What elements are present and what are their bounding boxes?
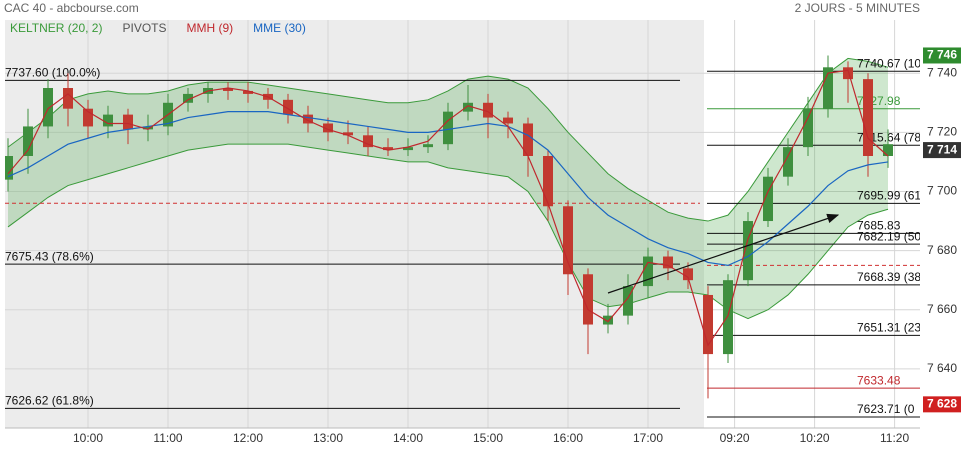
candle-body — [443, 111, 453, 145]
candle-body — [103, 114, 113, 127]
x-tick-label: 13:00 — [313, 431, 343, 445]
x-tick-label: 10:00 — [73, 431, 103, 445]
legend-entry: MME (30) — [253, 21, 306, 35]
legend-entry: KELTNER (20, 2) — [10, 21, 102, 35]
candle-body — [43, 88, 53, 127]
level-label: 7682.19 (50 — [857, 229, 921, 243]
candle-body — [883, 144, 893, 156]
candle-body — [783, 147, 793, 177]
candle-body — [183, 93, 193, 103]
x-tick-label: 15:00 — [473, 431, 503, 445]
candle-body — [283, 99, 293, 115]
keltner-lower — [7, 143, 889, 320]
candle-body — [343, 132, 353, 136]
candle-body — [143, 126, 153, 130]
y-tick-label: 7 720 — [927, 125, 957, 139]
candle-body — [543, 156, 553, 207]
price-tag — [923, 142, 961, 159]
level-label: 7633.48 — [857, 373, 901, 387]
candle-body — [383, 147, 393, 151]
level-label: 7623.71 (0 — [857, 402, 915, 416]
y-tick-label: 7 700 — [927, 184, 957, 198]
legend-entry: MMH (9) — [187, 21, 234, 35]
legend-entry: PIVOTS — [122, 21, 166, 35]
x-tick-label: 12:00 — [233, 431, 263, 445]
level-label: 7651.31 (23 — [857, 321, 921, 335]
candle-body — [803, 108, 813, 148]
candle-body — [503, 117, 513, 124]
candle-body — [743, 221, 753, 281]
y-tick-label: 7 660 — [927, 302, 957, 316]
mmh-line — [7, 69, 889, 347]
x-tick-label: 17:00 — [633, 431, 663, 445]
candle-body — [643, 256, 653, 287]
level-label: 7737.60 (100.0%) — [5, 65, 100, 79]
candle-body — [623, 286, 633, 316]
candle-body — [403, 147, 413, 151]
candle-body — [603, 315, 613, 325]
candle-body — [5, 156, 13, 180]
candle-body — [23, 126, 33, 156]
price-tag-label: 7 628 — [927, 397, 957, 411]
x-tick-label: 14:00 — [393, 431, 423, 445]
candle-body — [823, 67, 833, 109]
x-tick-label: 09:20 — [720, 431, 750, 445]
candle-body — [463, 102, 473, 112]
x-tick-label: 11:00 — [153, 431, 182, 445]
candle-body — [363, 135, 373, 148]
candle-body — [83, 108, 93, 127]
candle-body — [423, 144, 433, 148]
candle-body — [523, 123, 533, 156]
level-label: 7685.83 — [857, 219, 901, 233]
candle-body — [223, 88, 233, 91]
price-tag-label: 7 714 — [927, 142, 957, 156]
price-tag — [923, 47, 961, 64]
trend-arrow — [607, 213, 840, 294]
candle-body — [483, 102, 493, 118]
mme-line — [7, 111, 889, 267]
candle-body — [323, 123, 333, 133]
candle-body — [703, 294, 713, 355]
candle-body — [63, 88, 73, 109]
day1-background — [5, 20, 704, 428]
candle-body — [243, 90, 253, 94]
y-tick-label: 7 640 — [927, 361, 957, 375]
candle-body — [683, 268, 693, 281]
candle-body — [843, 67, 853, 80]
x-tick-label: 16:00 — [553, 431, 583, 445]
level-label: 7668.39 (38 — [857, 270, 921, 284]
y-tick-label: 7 680 — [927, 243, 957, 257]
candle-body — [663, 256, 673, 269]
x-tick-label: 10:20 — [800, 431, 830, 445]
candle-body — [863, 79, 873, 156]
level-label: 7675.43 (78.6%) — [5, 249, 94, 263]
chart-title: CAC 40 - abcbourse.com — [4, 1, 139, 15]
candle-body — [723, 280, 733, 355]
candle-body — [303, 114, 313, 124]
x-tick-label: 11:20 — [880, 431, 909, 445]
chart-subtitle: 2 JOURS - 5 MINUTES — [795, 1, 920, 15]
candle-body — [763, 176, 773, 222]
candle-body — [563, 206, 573, 275]
candle-body — [123, 114, 133, 130]
price-tag — [923, 396, 961, 413]
candle-body — [583, 274, 593, 325]
level-label: 7740.67 (10 — [857, 56, 921, 70]
level-label: 7695.99 (61 — [857, 189, 921, 203]
level-label: 7626.62 (61.8%) — [5, 394, 94, 408]
y-tick-label: 7 740 — [927, 65, 957, 79]
keltner-upper — [7, 57, 889, 222]
price-tag-label: 7 746 — [927, 48, 957, 62]
